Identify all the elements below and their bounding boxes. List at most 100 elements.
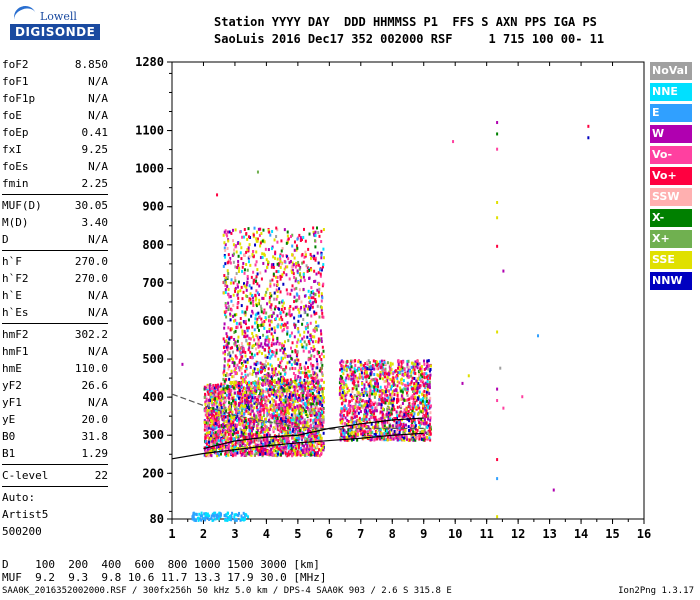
echo-point <box>259 417 262 421</box>
echo-point <box>347 403 350 407</box>
echo-point <box>319 419 322 423</box>
echo-point <box>239 368 242 372</box>
echo-point <box>273 438 276 442</box>
echo-point <box>208 398 211 402</box>
echo-point <box>240 385 243 389</box>
echo-point <box>348 366 351 370</box>
echo-point <box>231 228 234 232</box>
echo-point <box>310 354 313 358</box>
echo-point <box>251 344 254 348</box>
echo-point <box>236 347 239 351</box>
echo-point <box>292 427 295 431</box>
echo-point <box>235 250 238 254</box>
echo-point <box>225 280 228 284</box>
echo-point <box>287 450 290 454</box>
echo-point <box>234 354 237 358</box>
echo-point <box>274 393 277 397</box>
echo-point <box>276 280 279 284</box>
echo-point <box>231 361 234 365</box>
echo-point <box>240 257 243 261</box>
echo-point <box>261 377 264 381</box>
echo-point <box>289 292 292 296</box>
echo-point <box>318 287 321 291</box>
echo-point <box>213 434 216 438</box>
echo-point <box>242 393 245 397</box>
echo-point <box>276 337 279 341</box>
echo-point <box>287 411 290 415</box>
echo-point <box>321 284 324 288</box>
echo-point <box>282 446 285 450</box>
echo-point <box>236 394 239 398</box>
echo-point <box>273 388 276 392</box>
echo-point <box>302 424 305 428</box>
echo-point <box>230 408 233 412</box>
echo-point <box>230 419 233 423</box>
echo-point <box>274 384 277 388</box>
echo-point <box>358 372 361 376</box>
echo-point <box>267 262 270 266</box>
echo-point <box>304 442 307 446</box>
echo-point <box>228 351 231 355</box>
echo-point <box>306 322 309 326</box>
echo-point <box>206 428 209 432</box>
echo-point <box>284 395 287 399</box>
echo-point <box>264 359 267 363</box>
echo-point <box>237 435 240 439</box>
echo-point <box>297 382 300 386</box>
echo-point <box>280 239 283 243</box>
echo-point <box>254 418 257 422</box>
echo-point <box>255 279 258 283</box>
echo-point <box>216 405 219 409</box>
echo-point <box>219 410 222 414</box>
echo-point <box>383 375 386 379</box>
echo-point <box>236 306 239 310</box>
echo-point <box>311 391 314 395</box>
echo-point <box>270 303 273 307</box>
echo-point <box>259 336 262 340</box>
echo-point <box>305 361 308 365</box>
echo-point <box>314 386 317 390</box>
echo-point <box>282 415 285 419</box>
echo-point <box>241 332 244 336</box>
echo-point <box>224 310 227 314</box>
echo-point <box>283 340 286 344</box>
echo-point <box>251 311 254 315</box>
echo-point <box>292 418 295 422</box>
echo-point <box>230 424 233 428</box>
echo-point <box>229 385 232 389</box>
echo-point <box>260 402 263 406</box>
echo-point <box>270 354 273 358</box>
echo-point <box>263 363 266 367</box>
echo-point <box>214 424 217 428</box>
echo-point <box>242 235 245 239</box>
x-tick-label: 16 <box>637 527 651 541</box>
echo-point <box>238 360 241 364</box>
echo-point <box>239 381 242 385</box>
echo-point <box>215 392 218 396</box>
echo-point <box>274 250 277 254</box>
echo-point <box>260 430 263 434</box>
echo-point <box>275 270 278 274</box>
echo-point <box>305 451 308 455</box>
echo-point <box>233 391 236 395</box>
echo-point <box>315 272 318 276</box>
echo-point <box>426 399 429 403</box>
echo-point <box>256 352 259 356</box>
echo-point <box>321 410 324 414</box>
echo-point <box>303 447 306 451</box>
echo-point <box>278 307 281 311</box>
echo-point <box>262 367 265 371</box>
echo-point <box>244 419 247 423</box>
echo-point <box>259 244 262 248</box>
echo-point <box>306 396 309 400</box>
echo-point <box>244 428 247 432</box>
echo-point <box>370 384 373 388</box>
echo-point <box>239 444 242 448</box>
echo-point <box>407 371 410 375</box>
param-name: D <box>2 233 9 246</box>
echo-point <box>317 401 320 405</box>
echo-point <box>238 366 241 370</box>
echo-point <box>268 298 271 302</box>
echo-point <box>298 416 301 420</box>
echo-point <box>288 307 291 311</box>
